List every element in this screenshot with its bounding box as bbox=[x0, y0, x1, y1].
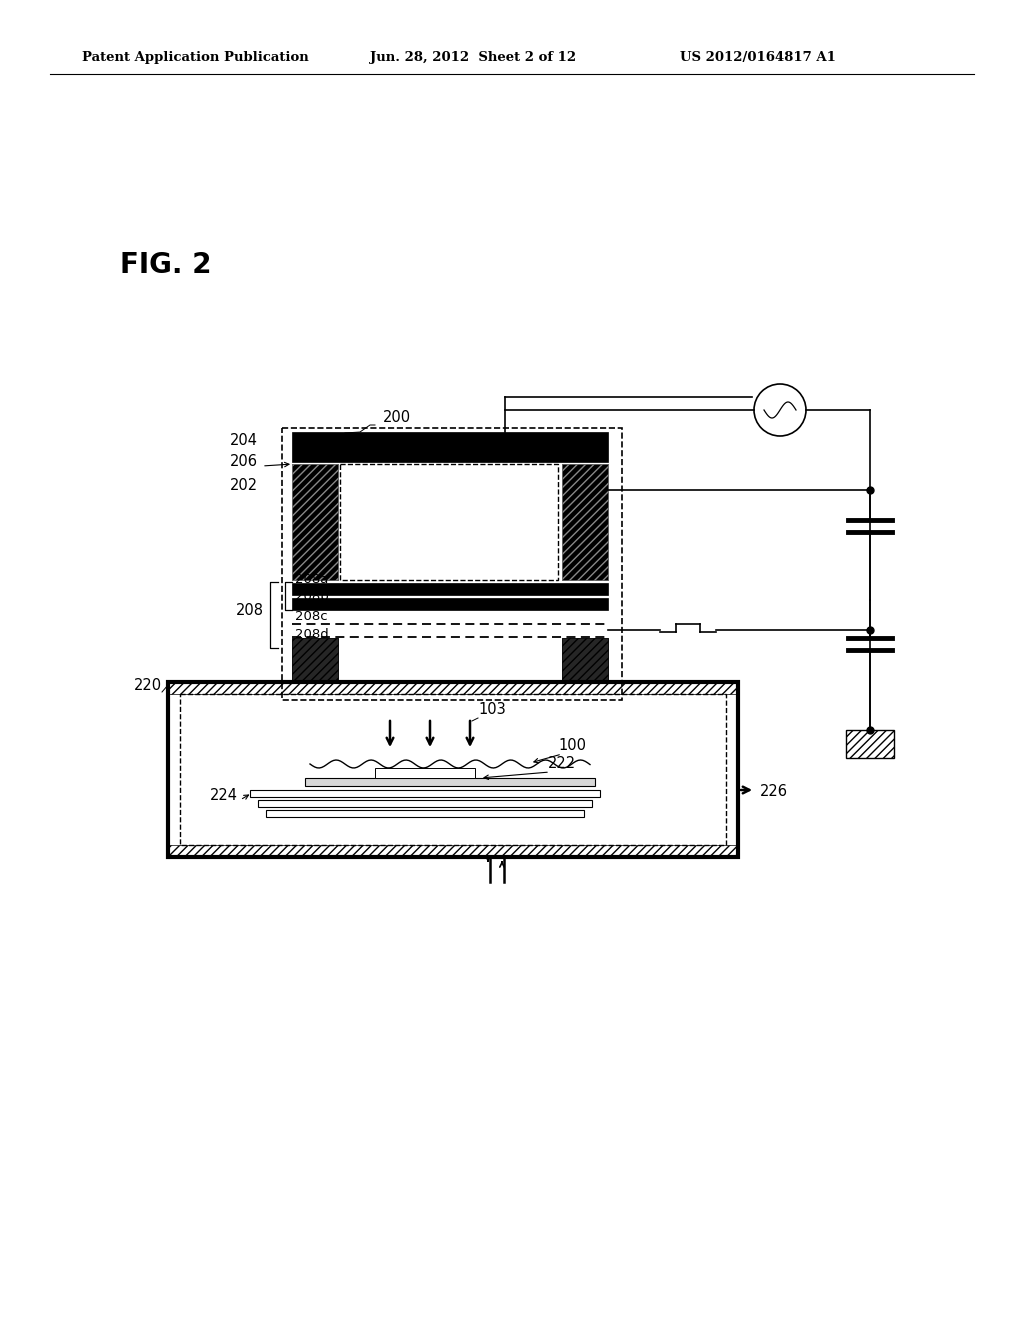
Bar bbox=[562, 638, 608, 682]
Text: Jun. 28, 2012  Sheet 2 of 12: Jun. 28, 2012 Sheet 2 of 12 bbox=[370, 51, 577, 65]
Bar bbox=[292, 432, 608, 462]
Bar bbox=[168, 682, 738, 694]
Bar bbox=[292, 465, 338, 579]
Bar bbox=[846, 730, 894, 758]
Text: 208a: 208a bbox=[295, 573, 329, 586]
Text: 206: 206 bbox=[230, 454, 258, 469]
Text: 200: 200 bbox=[383, 411, 411, 425]
Bar bbox=[562, 638, 608, 682]
Bar bbox=[292, 638, 338, 682]
Text: 208d: 208d bbox=[295, 628, 329, 642]
Bar bbox=[340, 465, 558, 579]
Bar bbox=[258, 800, 592, 807]
Bar bbox=[292, 598, 608, 610]
Text: 208c: 208c bbox=[295, 610, 328, 623]
Text: 226: 226 bbox=[760, 784, 788, 799]
Text: Patent Application Publication: Patent Application Publication bbox=[82, 51, 309, 65]
Text: US 2012/0164817 A1: US 2012/0164817 A1 bbox=[680, 51, 836, 65]
Bar bbox=[562, 465, 608, 579]
Bar bbox=[292, 583, 608, 595]
Bar bbox=[266, 810, 584, 817]
Text: 224: 224 bbox=[210, 788, 238, 803]
Bar bbox=[168, 682, 738, 857]
Bar bbox=[292, 465, 338, 579]
Bar bbox=[305, 777, 595, 785]
Bar bbox=[375, 768, 475, 777]
Text: 222: 222 bbox=[548, 756, 577, 771]
Text: 204: 204 bbox=[230, 433, 258, 447]
Bar bbox=[250, 789, 600, 797]
Text: 208: 208 bbox=[236, 603, 264, 618]
Text: 208b: 208b bbox=[295, 590, 329, 603]
Bar bbox=[292, 638, 338, 682]
Text: 103: 103 bbox=[478, 702, 506, 717]
Bar bbox=[168, 845, 738, 857]
Text: 202: 202 bbox=[229, 478, 258, 492]
Bar bbox=[282, 428, 622, 700]
Text: 100: 100 bbox=[558, 738, 586, 752]
Text: 220: 220 bbox=[134, 678, 162, 693]
Bar bbox=[562, 465, 608, 579]
Bar bbox=[180, 694, 726, 845]
Text: FIG. 2: FIG. 2 bbox=[120, 251, 212, 279]
